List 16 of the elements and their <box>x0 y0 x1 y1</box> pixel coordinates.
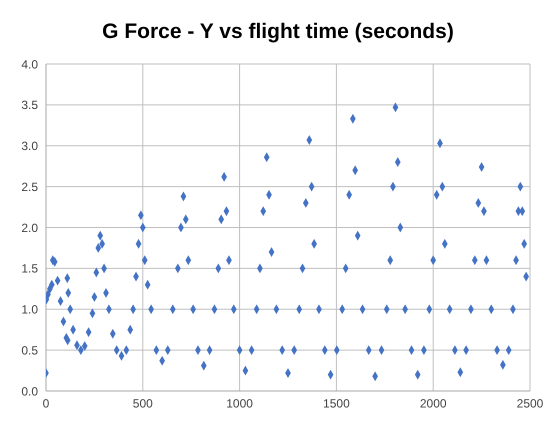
x-tick-label: 1000 <box>226 396 254 411</box>
y-tick-label: 3.5 <box>21 98 38 112</box>
y-tick-label: 0.5 <box>21 343 38 358</box>
y-tick-label: 0.0 <box>21 384 38 398</box>
x-tick-label: 500 <box>132 396 154 411</box>
x-tick-label: 1500 <box>323 396 350 411</box>
y-tick-label: 1.0 <box>21 302 38 317</box>
x-tick-label: 0 <box>42 396 50 411</box>
y-tick-label: 4.0 <box>21 57 38 72</box>
y-tick-label: 2.0 <box>21 220 38 235</box>
y-tick-label: 3.0 <box>21 139 38 154</box>
y-tick-label: 2.5 <box>21 180 38 194</box>
x-tick-label: 2500 <box>516 396 544 411</box>
chart-title: G Force - Y vs flight time (seconds) <box>101 19 455 45</box>
y-tick-label: 1.5 <box>21 262 38 276</box>
x-tick-label: 2000 <box>420 396 447 411</box>
